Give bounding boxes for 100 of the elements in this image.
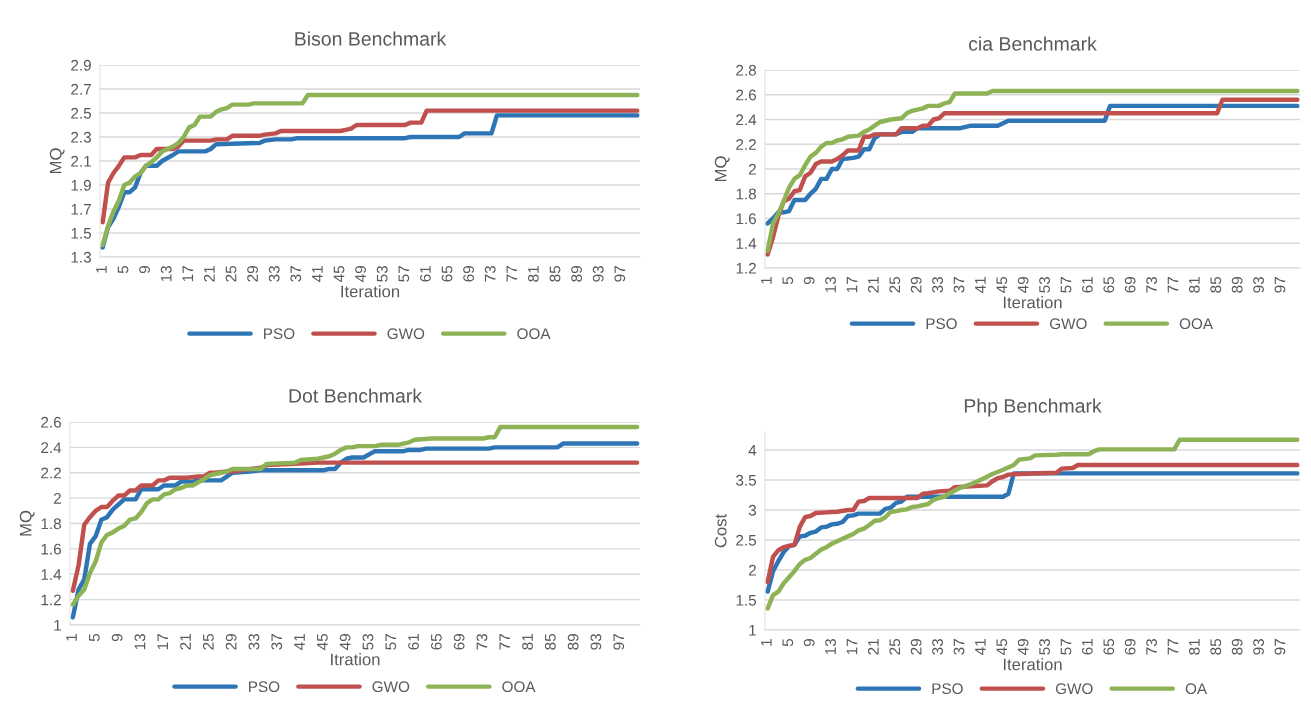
x-tick-label: 37 xyxy=(953,277,965,293)
x-tick-label: 21 xyxy=(867,277,879,293)
x-tick-label: 93 xyxy=(590,634,602,650)
x-tick-label: 17 xyxy=(182,266,194,282)
x-tick-label: 65 xyxy=(441,265,453,282)
legend-label: GWO xyxy=(387,328,425,340)
x-tick-label: 89 xyxy=(1231,277,1243,293)
x-tick-label: 13 xyxy=(160,266,172,282)
x-tick-label: 37 xyxy=(271,634,283,650)
x-tick-label: 85 xyxy=(544,633,556,650)
y-tick-label: 1.5 xyxy=(736,595,757,606)
x-tick-label: 77 xyxy=(1167,277,1179,293)
y-tick-label: 1.8 xyxy=(736,188,756,200)
legend-label: OA xyxy=(1185,683,1208,695)
x-tick-label: 69 xyxy=(1124,639,1136,655)
y-tick-label: 2.4 xyxy=(736,114,757,126)
x-tick-label: 53 xyxy=(1039,277,1050,293)
x-axis-title: Itration xyxy=(331,653,380,666)
x-tick-label: 25 xyxy=(225,265,237,282)
x-tick-label: 45 xyxy=(333,265,345,282)
x-tick-label: 57 xyxy=(385,634,397,650)
x-tick-label: 33 xyxy=(932,277,943,293)
x-tick-label: 73 xyxy=(1146,639,1157,655)
x-tick-label: 25 xyxy=(202,633,214,650)
chart-title: Bison Benchmark xyxy=(295,31,447,46)
legend-label: PSO xyxy=(932,683,963,695)
x-tick-label: 5 xyxy=(782,638,794,647)
chart-title: Php Benchmark xyxy=(964,398,1102,417)
x-tick-label: 9 xyxy=(803,277,815,285)
x-tick-label: 29 xyxy=(247,266,258,282)
x-tick-label: 77 xyxy=(1167,639,1179,655)
x-tick-label: 13 xyxy=(134,634,146,650)
y-tick-label: 2.5 xyxy=(736,534,757,546)
y-tick-label: 2.5 xyxy=(71,107,92,119)
x-tick-label: 13 xyxy=(825,639,836,655)
x-tick-label: 29 xyxy=(910,639,922,655)
x-tick-label: 89 xyxy=(567,634,579,650)
y-tick-label: 1.4 xyxy=(41,569,62,580)
x-tick-label: 69 xyxy=(463,266,474,282)
x-axis-title: Iteration xyxy=(1003,296,1062,309)
x-tick-label: 97 xyxy=(1274,639,1286,655)
x-tick-label: 49 xyxy=(355,266,366,282)
x-tick-label: 65 xyxy=(1103,276,1115,293)
y-tick-label: 2.4 xyxy=(41,442,62,453)
x-tick-label: 49 xyxy=(1017,639,1029,655)
y-tick-label: 2 xyxy=(748,163,756,175)
x-tick-label: 17 xyxy=(157,634,168,650)
x-tick-label: 25 xyxy=(889,276,901,293)
x-tick-label: 85 xyxy=(1210,276,1222,293)
legend-label: OOA xyxy=(502,681,536,693)
x-axis-title: Iteration xyxy=(341,285,400,298)
x-tick-label: 57 xyxy=(1060,277,1072,293)
x-tick-label: 37 xyxy=(953,639,965,655)
x-tick-label: 21 xyxy=(867,639,879,655)
x-tick-label: 53 xyxy=(376,266,388,282)
y-tick-label: 3 xyxy=(748,504,756,516)
x-tick-label: 17 xyxy=(846,277,858,293)
x-tick-label: 25 xyxy=(889,638,901,655)
chart-title: Dot Benchmark xyxy=(289,388,423,403)
line-series xyxy=(100,108,640,225)
y-tick-label: 2.1 xyxy=(71,155,91,167)
x-tick-label: 53 xyxy=(1039,639,1050,655)
y-tick-label: 2.3 xyxy=(71,131,91,143)
x-tick-label: 73 xyxy=(476,634,488,650)
y-tick-label: 1.2 xyxy=(41,594,61,606)
x-tick-label: 1 xyxy=(761,639,772,646)
y-tick-label: 2.9 xyxy=(71,59,91,71)
x-tick-label: 97 xyxy=(1274,277,1286,293)
x-tick-label: 81 xyxy=(1188,639,1200,655)
y-tick-label: 2.8 xyxy=(736,64,756,76)
y-tick-label: 1.9 xyxy=(71,179,91,191)
x-tick-label: 65 xyxy=(1103,638,1115,655)
y-tick-label: 2.2 xyxy=(736,139,756,150)
x-tick-label: 33 xyxy=(248,634,260,650)
x-tick-label: 1 xyxy=(66,634,77,641)
y-tick-label: 3.5 xyxy=(736,474,757,486)
legend-label: PSO xyxy=(926,318,957,330)
y-tick-label: 2.6 xyxy=(41,416,61,428)
legend-label: PSO xyxy=(264,328,295,340)
x-tick-label: 33 xyxy=(268,266,280,282)
x-tick-label: 13 xyxy=(825,277,836,293)
x-tick-label: 69 xyxy=(453,634,465,650)
x-tick-label: 45 xyxy=(317,633,328,650)
y-tick-label: 1.8 xyxy=(41,518,61,530)
y-axis-title: MQ xyxy=(714,156,730,182)
x-tick-label: 81 xyxy=(527,266,539,282)
x-tick-label: 17 xyxy=(846,639,858,655)
chart-title: cia Benchmark xyxy=(969,36,1097,51)
legend-label: OOA xyxy=(517,328,551,340)
y-tick-label: 1.2 xyxy=(736,262,756,274)
x-tick-label: 57 xyxy=(1060,639,1072,655)
y-tick-label: 1.4 xyxy=(736,238,757,249)
x-tick-label: 61 xyxy=(1081,639,1093,655)
x-tick-label: 85 xyxy=(549,265,561,282)
x-tick-label: 9 xyxy=(139,266,150,274)
x-tick-label: 93 xyxy=(592,266,604,282)
x-tick-label: 41 xyxy=(975,639,986,655)
x-tick-label: 5 xyxy=(782,276,794,285)
x-tick-label: 57 xyxy=(398,266,410,282)
x-tick-label: 5 xyxy=(89,633,100,642)
